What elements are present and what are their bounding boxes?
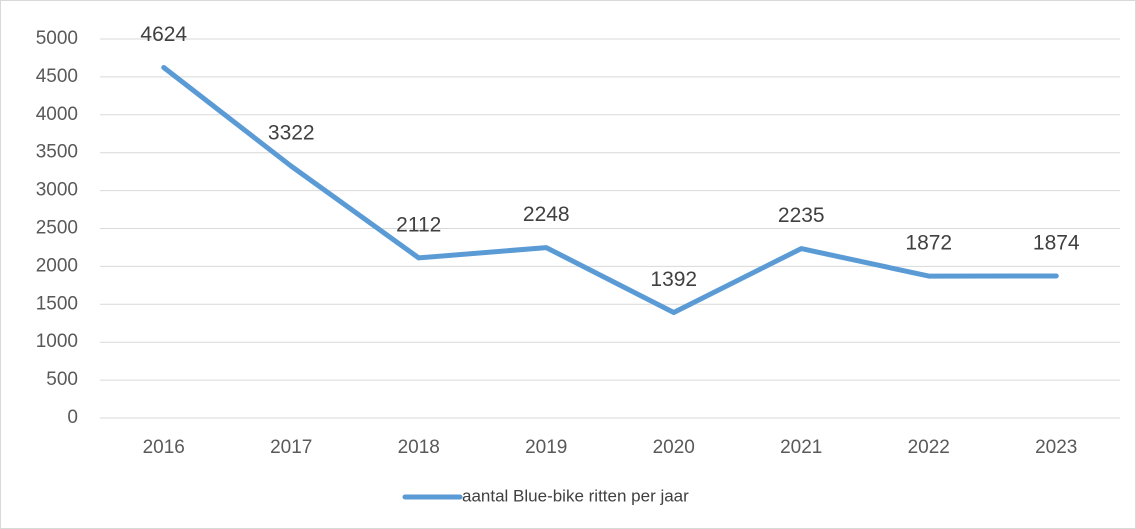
data-label: 4624: [140, 23, 187, 46]
x-tick-label: 2016: [143, 437, 185, 458]
x-tick-label: 2022: [908, 437, 950, 458]
y-tick-label: 4500: [36, 66, 78, 87]
x-tick-label: 2020: [653, 437, 695, 458]
y-tick-label: 4000: [36, 104, 78, 125]
x-tick-label: 2021: [780, 437, 822, 458]
y-tick-label: 2500: [36, 218, 78, 239]
data-label: 1874: [1033, 231, 1080, 254]
legend-label: aantal Blue-bike ritten per jaar: [462, 486, 689, 505]
y-tick-label: 500: [46, 369, 78, 390]
y-tick-label: 3500: [36, 142, 78, 163]
y-tick-label: 0: [67, 407, 78, 428]
data-label: 1392: [650, 268, 697, 291]
data-label: 2248: [523, 203, 570, 226]
y-tick-label: 5000: [36, 28, 78, 49]
y-tick-label: 1500: [36, 293, 78, 314]
data-line: [161, 65, 1059, 315]
y-tick-label: 3000: [36, 180, 78, 201]
x-tick-label: 2017: [270, 437, 312, 458]
data-label: 2235: [778, 204, 825, 227]
x-tick-label: 2018: [398, 437, 440, 458]
y-tick-label: 1000: [36, 331, 78, 352]
data-label: 2112: [396, 213, 441, 236]
data-label: 3322: [268, 122, 315, 145]
x-tick-label: 2023: [1035, 437, 1077, 458]
x-tick-label: 2019: [525, 437, 567, 458]
y-tick-label: 2000: [36, 255, 78, 276]
data-label: 1872: [905, 232, 952, 255]
